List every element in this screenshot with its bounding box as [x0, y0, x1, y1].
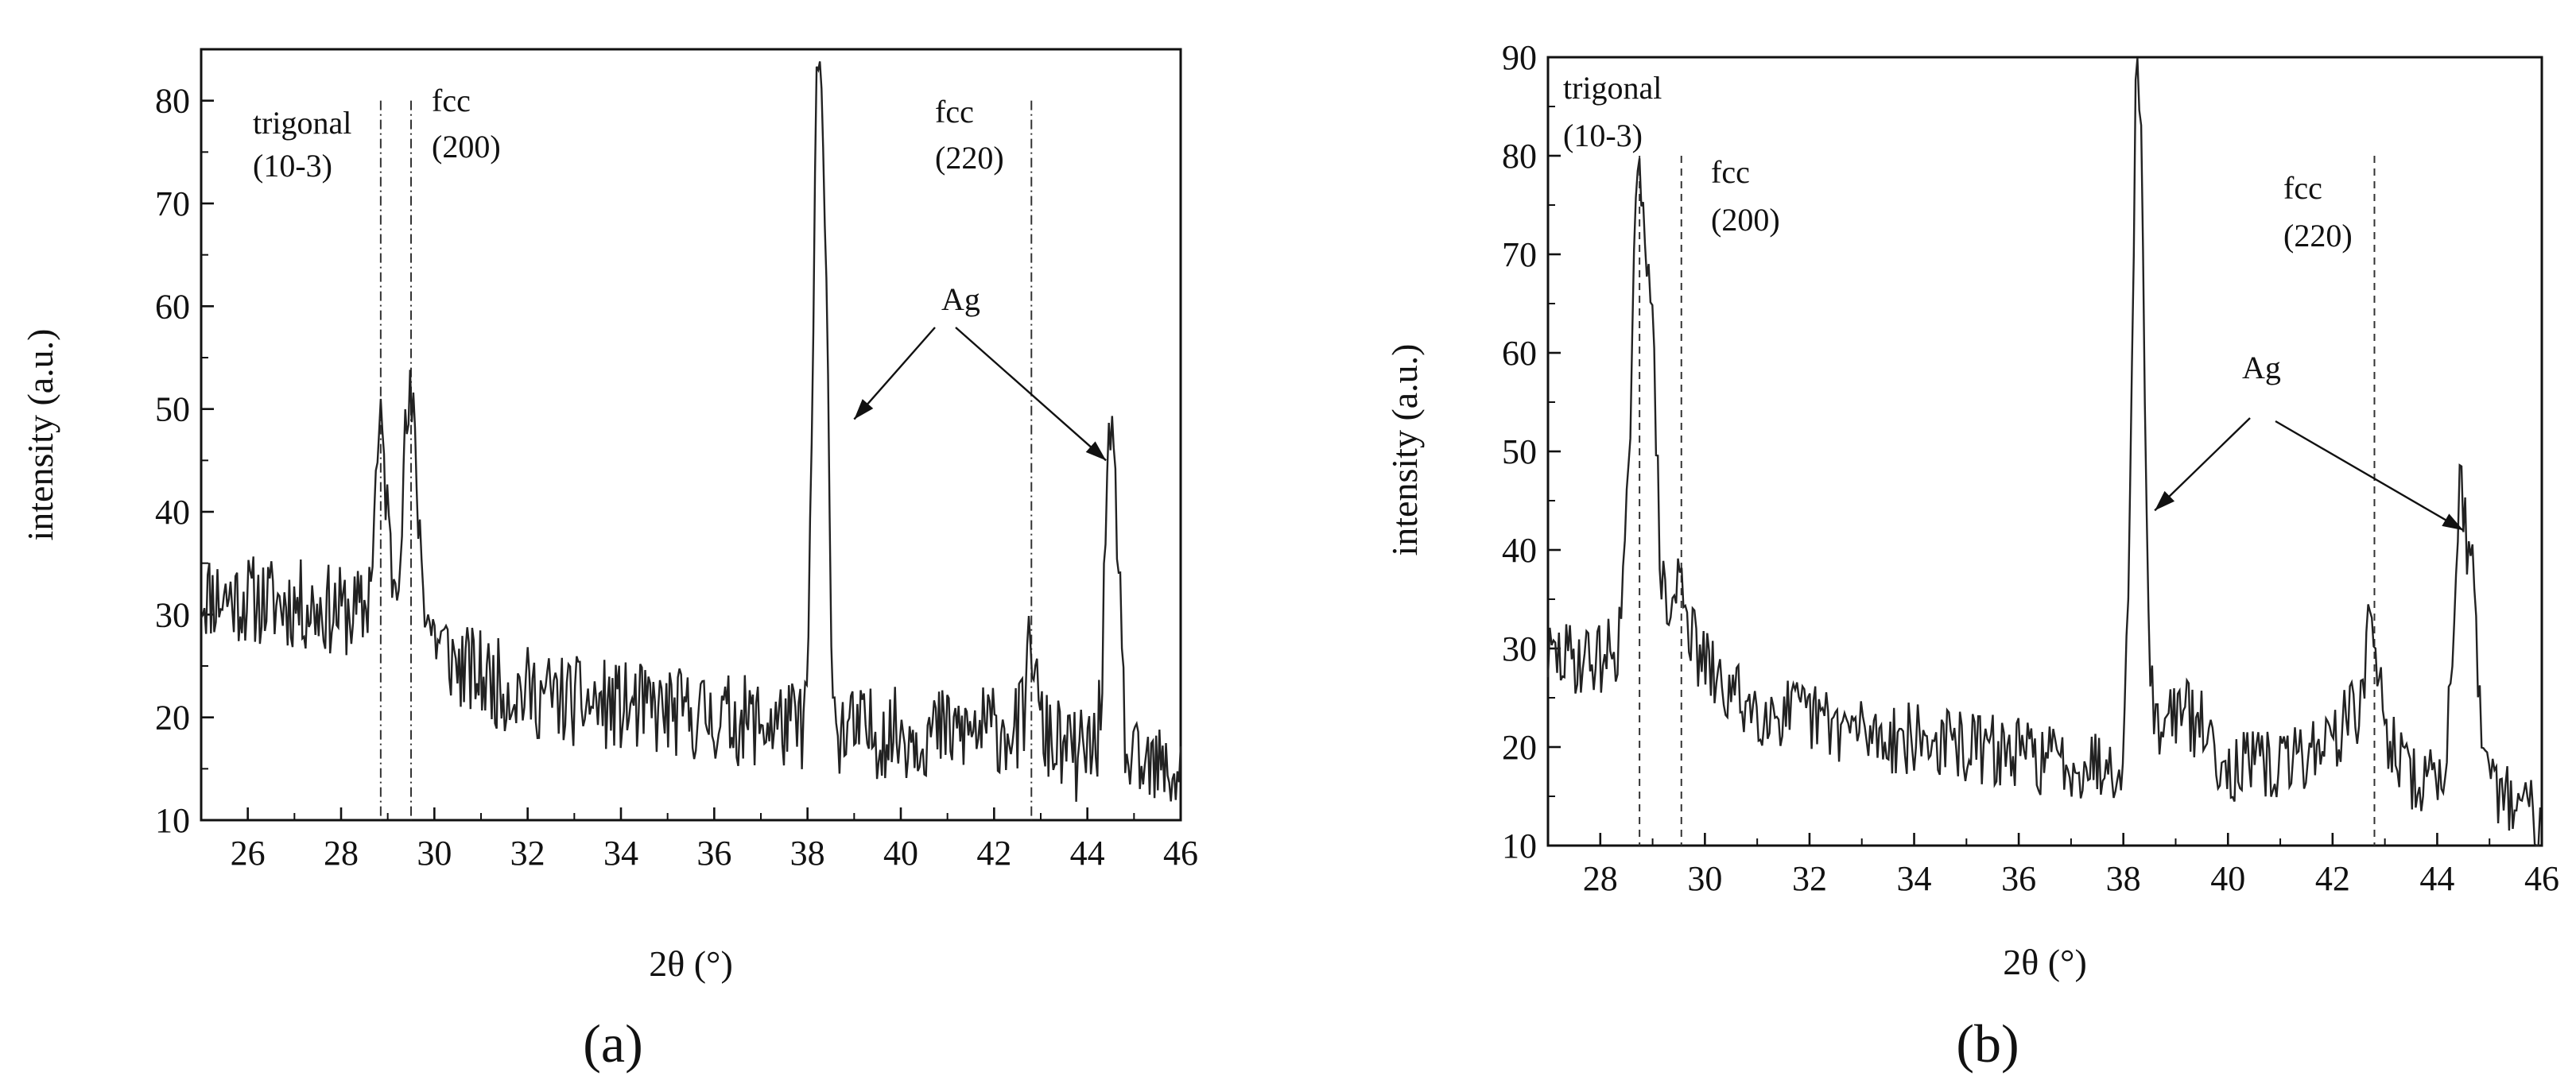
y-tick-label: 30 [155, 595, 190, 634]
annotation-ag-a: Ag [941, 281, 980, 317]
arrowhead-ag-left-b [2155, 490, 2175, 511]
y-tick-label: 40 [155, 493, 190, 532]
x-tick-label: 46 [2524, 859, 2559, 898]
panel-label-b: (b) [1956, 1013, 2019, 1074]
x-axis-title-a: 2θ (°) [649, 943, 733, 984]
x-tick-label: 46 [1163, 834, 1198, 873]
y-axis-title-b: intensity (a.u.) [1384, 344, 1425, 556]
y-tick-label: 70 [155, 184, 190, 223]
x-tick-label: 32 [1792, 859, 1827, 898]
x-tick-label: 38 [790, 834, 825, 873]
y-tick-label: 20 [1502, 728, 1537, 767]
arrow-ag-right-b [2275, 420, 2464, 532]
y-tick-label: 70 [1502, 235, 1537, 274]
x-tick-label: 34 [603, 834, 638, 873]
y-tick-label: 50 [155, 390, 190, 429]
x-tick-label: 44 [2419, 859, 2454, 898]
x-tick-label: 40 [2210, 859, 2245, 898]
y-tick-label: 10 [1502, 827, 1537, 865]
annotation-fcc200-a: fcc [432, 83, 471, 118]
annotation-fcc200-plane-b: (200) [1711, 202, 1780, 238]
arrow-ag-right-a [955, 327, 1107, 462]
y-tick-label: 80 [1502, 137, 1537, 176]
plot-frame-a [200, 48, 1182, 822]
panel-label-a: (a) [583, 1013, 642, 1074]
x-tick-label: 26 [231, 834, 266, 873]
x-tick-label: 34 [1897, 859, 1932, 898]
arrowhead-ag-right-a [1085, 441, 1107, 461]
reference-lines-b [1639, 156, 2376, 846]
x-tick-label: 28 [324, 834, 359, 873]
annotation-trigonal-a: trigonal [253, 105, 351, 141]
y-tick-label: 10 [155, 801, 190, 840]
panel-a: 26 28 30 32 34 36 38 40 42 44 46 10 20 30 40 50 60 70 80 i… [20, 48, 1198, 1074]
x-tick-label: 42 [2315, 859, 2350, 898]
x-tick-label: 42 [976, 834, 1011, 873]
arrowhead-ag-left-a [854, 399, 874, 420]
xrd-line-a [200, 61, 1182, 802]
y-tick-label: 60 [155, 287, 190, 326]
x-tick-label: 30 [417, 834, 452, 873]
arrowhead-ag-right-b [2442, 513, 2464, 531]
y-tick-label: 90 [1502, 38, 1537, 77]
annotation-fcc220-b: fcc [2283, 170, 2322, 206]
x-tick-label: 36 [696, 834, 731, 873]
panel-b: 28 30 32 34 36 38 40 42 44 46 10 20 30 40 50 60 70 80 90 i… [1384, 38, 2559, 1074]
x-tick-label: 28 [1583, 859, 1618, 898]
x-tick-label: 44 [1070, 834, 1105, 873]
x-tick-label: 32 [510, 834, 545, 873]
annotation-fcc200-plane-a: (200) [432, 129, 501, 165]
x-tick-label: 30 [1687, 859, 1722, 898]
arrow-ag-left-b [2154, 417, 2251, 512]
xrd-line-b [1546, 58, 2542, 847]
annotation-fcc200-b: fcc [1711, 154, 1750, 190]
annotation-trigonal-b: trigonal [1563, 70, 1662, 106]
y-tick-label: 40 [1502, 531, 1537, 570]
y-tick-label: 80 [155, 82, 190, 121]
axis-ticks-b: 28 30 32 34 36 38 40 42 44 46 10 20 30 40 50 60 70 80 90 [1502, 38, 2559, 898]
x-axis-title-b: 2θ (°) [2003, 942, 2087, 982]
annotation-fcc220-plane-a: (220) [935, 140, 1004, 176]
axis-ticks-a: 26 28 30 32 34 36 38 40 42 44 46 10 20 30 40 50 60 70 80 [155, 82, 1198, 873]
x-tick-label: 38 [2106, 859, 2141, 898]
annotation-trigonal-plane-b: (10-3) [1563, 118, 1643, 153]
x-tick-label: 40 [883, 834, 918, 873]
annotation-fcc220-a: fcc [935, 94, 974, 130]
y-tick-label: 20 [155, 699, 190, 738]
y-tick-label: 30 [1502, 629, 1537, 668]
y-tick-label: 60 [1502, 334, 1537, 373]
annotation-fcc220-plane-b: (220) [2283, 218, 2353, 254]
y-tick-label: 50 [1502, 432, 1537, 471]
x-tick-label: 36 [2001, 859, 2036, 898]
reference-lines-a [379, 100, 1033, 820]
annotation-ag-b: Ag [2242, 350, 2281, 385]
annotation-trigonal-plane-a: (10-3) [253, 148, 332, 184]
y-axis-title-a: intensity (a.u.) [20, 329, 60, 541]
